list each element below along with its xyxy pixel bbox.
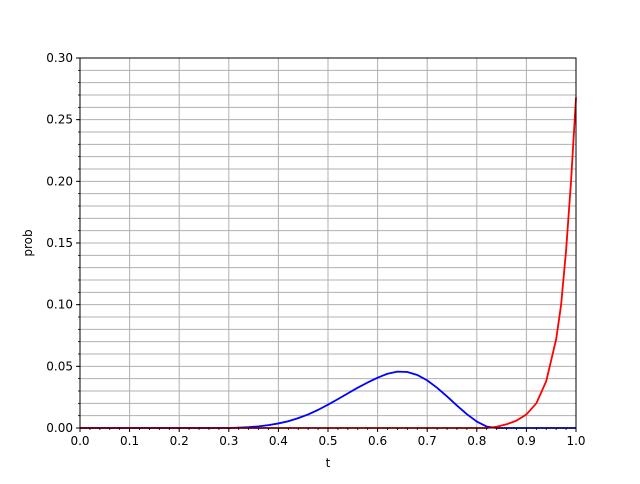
x-tick-label: 0.6 (368, 434, 387, 448)
y-tick-label: 0.15 (46, 236, 73, 250)
x-tick-label: 1.0 (566, 434, 585, 448)
x-tick-label: 0.8 (467, 434, 486, 448)
x-axis-label: t (326, 456, 331, 470)
x-tick-label: 0.5 (318, 434, 337, 448)
y-tick-label: 0.25 (46, 113, 73, 127)
y-tick-label: 0.30 (46, 51, 73, 65)
x-tick-label: 0.9 (517, 434, 536, 448)
ticks: 0.0 0.1 0.2 0.3 0.4 0.5 0.6 0.7 0.8 0.9 1.0 0.00 0.0… (46, 51, 585, 448)
y-tick-label: 0.10 (46, 298, 73, 312)
x-tick-label: 0.1 (120, 434, 139, 448)
y-tick-label: 0.05 (46, 359, 73, 373)
x-tick-label: 0.2 (170, 434, 189, 448)
x-tick-label: 0.4 (269, 434, 288, 448)
x-tick-label: 0.0 (70, 434, 89, 448)
y-tick-label: 0.20 (46, 174, 73, 188)
x-tick-label: 0.3 (219, 434, 238, 448)
y-tick-label: 0.00 (46, 421, 73, 435)
y-axis-label: prob (21, 229, 35, 256)
x-tick-label: 0.7 (418, 434, 437, 448)
grid (79, 57, 577, 429)
